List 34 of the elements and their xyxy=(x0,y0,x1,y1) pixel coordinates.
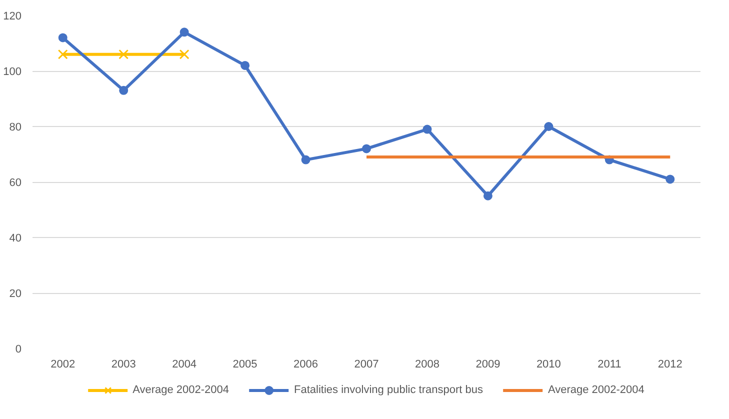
legend-label: Average 2002-2004 xyxy=(548,384,644,396)
y-tick-label: 60 xyxy=(9,177,22,189)
y-tick-label: 0 xyxy=(15,344,22,356)
y-tick-label: 120 xyxy=(3,10,22,22)
x-tick-label: 2009 xyxy=(476,358,500,370)
x-tick-label: 2006 xyxy=(294,358,318,370)
legend-label: Fatalities involving public transport bus xyxy=(294,384,483,396)
point xyxy=(58,49,68,60)
x-tick-label: 2005 xyxy=(232,358,258,370)
point xyxy=(118,49,129,60)
point xyxy=(544,122,554,131)
point xyxy=(301,155,310,164)
point xyxy=(180,28,189,37)
point xyxy=(119,86,128,95)
x-tick-label: 2004 xyxy=(172,358,197,370)
y-tick-label: 100 xyxy=(3,66,22,78)
y-tick-label: 80 xyxy=(9,122,22,134)
x-tick-label: 2008 xyxy=(414,358,440,370)
point xyxy=(422,124,432,134)
x-tick-label: 2003 xyxy=(111,358,136,370)
y-tick-label: 40 xyxy=(9,232,22,244)
point xyxy=(240,60,250,70)
y-tick-label: 20 xyxy=(9,288,22,300)
x-tick-label: 2010 xyxy=(536,358,561,370)
x-tick-label: 2007 xyxy=(354,358,379,370)
point xyxy=(483,191,492,200)
point xyxy=(58,33,68,42)
point xyxy=(362,144,371,154)
x-tick-label: 2011 xyxy=(598,358,622,370)
legend-label: Average 2002-2004 xyxy=(132,384,230,396)
point xyxy=(666,174,675,184)
x-tick-label: 2002 xyxy=(50,358,76,370)
x-tick-label: 2012 xyxy=(658,358,682,370)
point xyxy=(179,49,190,60)
